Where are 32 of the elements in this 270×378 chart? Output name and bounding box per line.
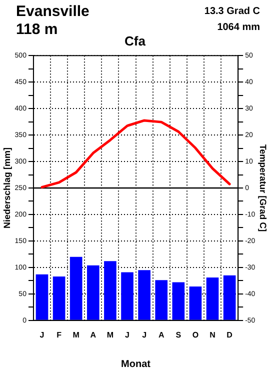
x-tick-label: D bbox=[226, 330, 233, 340]
x-axis-title: Monat bbox=[121, 358, 152, 370]
bar bbox=[121, 272, 134, 320]
bar bbox=[172, 282, 185, 320]
bar bbox=[155, 280, 168, 320]
x-tick-label: J bbox=[125, 330, 130, 340]
text: 1064 mm bbox=[217, 22, 260, 33]
bar bbox=[104, 261, 116, 320]
bar bbox=[223, 275, 236, 320]
bar bbox=[86, 265, 100, 320]
text: 13.3 Grad C bbox=[204, 6, 260, 17]
y-axis-title: Niederschlag [mm] bbox=[2, 147, 12, 229]
x-tick-label: A bbox=[90, 330, 96, 340]
x-tick-label: A bbox=[158, 330, 164, 340]
x-tick-label: F bbox=[56, 330, 62, 340]
bar bbox=[189, 286, 202, 320]
x-tick-label: N bbox=[210, 330, 216, 340]
x-tick-label: S bbox=[176, 330, 182, 340]
bar bbox=[36, 274, 48, 320]
chart-title: Cfa bbox=[124, 33, 146, 48]
x-tick-label: J bbox=[40, 330, 44, 340]
text: 118 m bbox=[16, 21, 58, 38]
x-tick-label: M bbox=[72, 330, 80, 340]
x-tick-label: M bbox=[106, 330, 114, 340]
y2-axis-title: Temperatur [Grad C] bbox=[258, 144, 268, 232]
bar bbox=[206, 278, 219, 320]
bar bbox=[70, 256, 82, 320]
bar bbox=[138, 270, 150, 320]
x-tick-label: J bbox=[142, 330, 147, 340]
bar bbox=[52, 276, 66, 320]
text: Evansville bbox=[16, 3, 90, 20]
x-tick-label: O bbox=[192, 330, 199, 340]
